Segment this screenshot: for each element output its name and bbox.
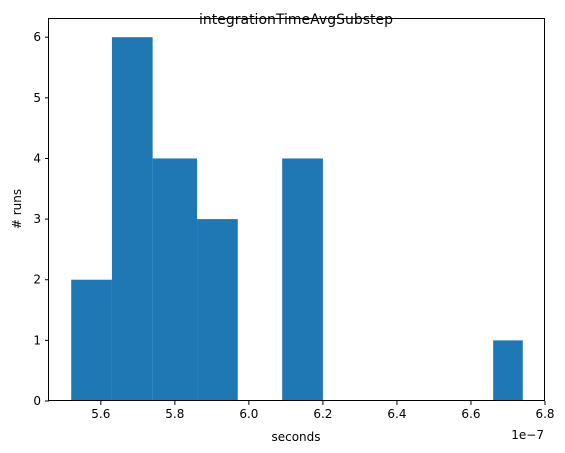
- x-tick-label: 5.6: [91, 407, 110, 421]
- y-tick-label: 5: [33, 91, 41, 105]
- y-ticks-group: 0 1 2 3 4 5 6: [33, 30, 49, 408]
- y-tick-label: 6: [33, 30, 41, 44]
- x-tick-label: 6.2: [313, 407, 332, 421]
- histogram-bar-10: [493, 340, 523, 401]
- x-ticks-group: 5.6 5.8 6.0 6.2 6.4 6.6 6.8: [91, 401, 555, 421]
- x-tick-label: 6.0: [239, 407, 258, 421]
- x-axis-label: seconds: [271, 430, 320, 444]
- x-tick-label: 6.8: [535, 407, 554, 421]
- histogram-bar-1: [111, 37, 153, 401]
- y-tick-label: 0: [33, 394, 41, 408]
- x-tick-label: 6.4: [387, 407, 406, 421]
- y-tick-label: 4: [33, 151, 41, 165]
- chart-title: integrationTimeAvgSubstep: [199, 12, 393, 28]
- y-tick-label: 1: [33, 333, 41, 347]
- x-tick-label: 6.6: [461, 407, 480, 421]
- histogram-bar-3: [197, 219, 238, 401]
- histogram-bar-0: [71, 279, 112, 401]
- bars-group: [71, 37, 523, 401]
- histogram-bar-5: [282, 158, 323, 401]
- x-tick-label: 5.8: [165, 407, 184, 421]
- y-axis-label: # runs: [10, 189, 24, 229]
- y-tick-label: 3: [33, 212, 41, 226]
- histogram-bar-2: [152, 158, 198, 401]
- plot-frame: [48, 18, 545, 401]
- y-tick-label: 2: [33, 273, 41, 287]
- x-offset-text: 1e−7: [511, 428, 544, 442]
